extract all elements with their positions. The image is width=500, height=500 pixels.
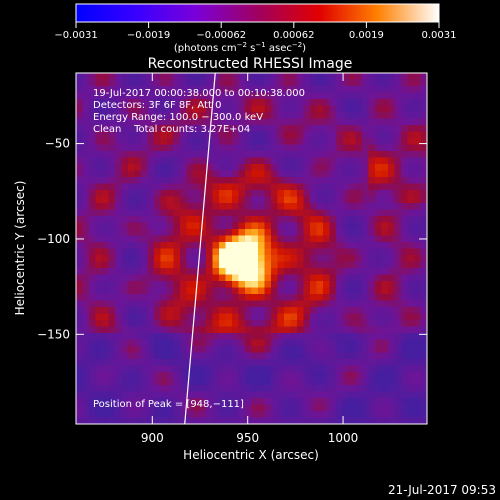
colorbar-tick-label: 0.00062 (273, 30, 314, 41)
heatmap-image (76, 73, 427, 424)
info-line-detectors: Detectors: 3F 6F 8F, Att 0 (93, 100, 221, 111)
y-axis-label: Heliocentric Y (arcsec) (13, 181, 27, 316)
colorbar-tick-label: −0.00062 (196, 30, 246, 41)
x-tick-label: 900 (141, 431, 164, 445)
timestamp: 21-Jul-2017 09:53 (388, 483, 496, 497)
info-block: 19-Jul-2017 00:00:38.000 to 00:10:38.000… (93, 88, 305, 135)
x-tick-label: 1000 (328, 431, 359, 445)
colorbar-tick-label: −0.0019 (127, 30, 170, 41)
info-line-energy: Energy Range: 100.0 − 300.0 keV (93, 112, 263, 123)
x-tick-label: 950 (236, 431, 259, 445)
x-axis-ticks: 900 950 1000 (141, 73, 358, 445)
colorbar-tick-label: −0.0031 (54, 30, 97, 41)
plot-frame (75, 72, 428, 425)
colorbar-ticks: −0.0031 −0.0019 −0.00062 0.00062 0.0019 0.003… (54, 22, 457, 41)
colorbar (75, 3, 440, 23)
info-line-time: 19-Jul-2017 00:00:38.000 to 00:10:38.000 (93, 88, 305, 99)
x-axis-label: Heliocentric X (arcsec) (183, 448, 319, 462)
colorbar-tick-label: 0.0019 (349, 30, 384, 41)
solar-limb-line (184, 73, 216, 424)
peak-position-label: Position of Peak = [948,−111] (93, 399, 244, 410)
info-line-counts: Clean Total counts: 3.27E+04 (93, 124, 250, 135)
chart-title: Reconstructed RHESSI Image (148, 56, 353, 72)
y-tick-label: −100 (37, 232, 70, 246)
y-tick-label: −50 (45, 137, 70, 151)
colorbar-unit-label: (photons cm−2 s−1 asec−2) (174, 41, 306, 54)
y-axis-ticks: −50 −100 −150 (37, 137, 427, 341)
y-tick-label: −150 (37, 327, 70, 341)
colorbar-tick-label: 0.0031 (422, 30, 457, 41)
